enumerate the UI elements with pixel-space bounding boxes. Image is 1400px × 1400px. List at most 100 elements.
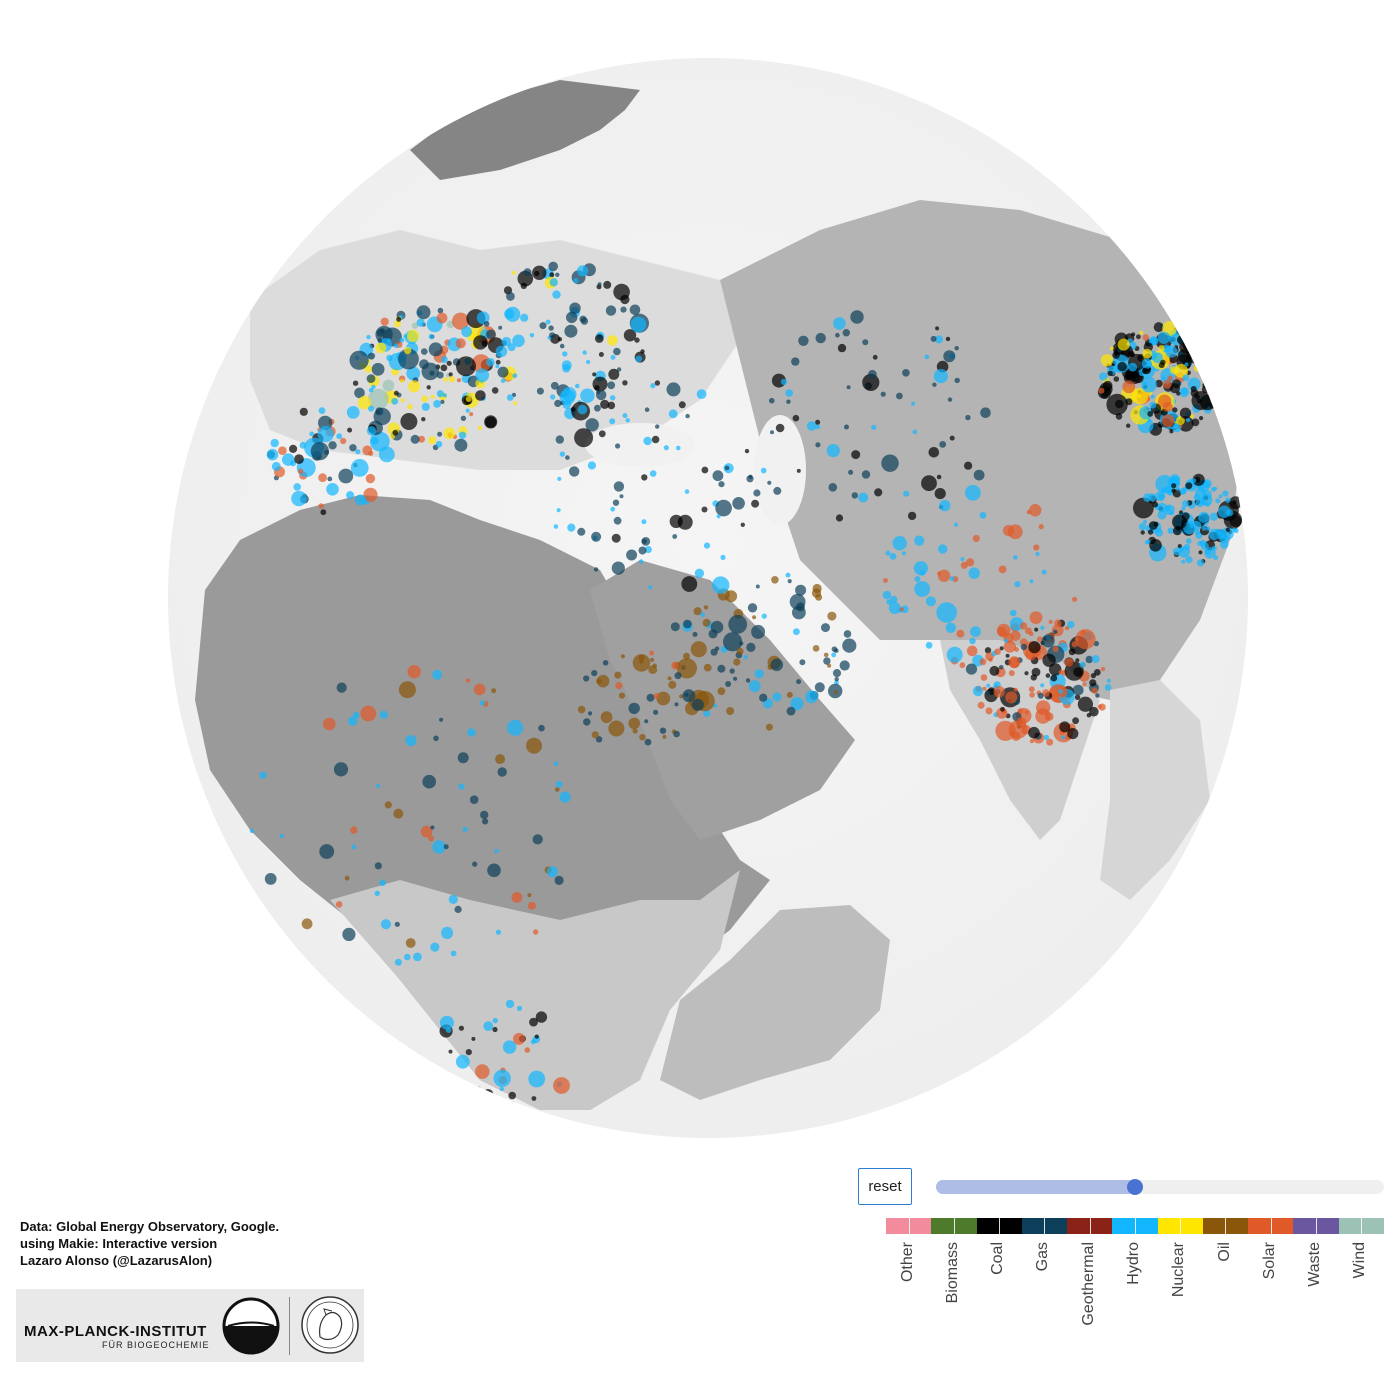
power-plant-marker: [549, 332, 556, 339]
power-plant-marker: [323, 717, 336, 731]
power-plant-marker: [977, 701, 985, 709]
power-plant-marker: [610, 506, 616, 512]
power-plant-marker: [480, 810, 489, 820]
power-plant-marker: [960, 557, 965, 562]
zoom-slider[interactable]: [936, 1179, 1384, 1195]
power-plant-marker: [526, 737, 542, 754]
power-plant-marker: [1172, 514, 1187, 530]
power-plant-marker: [980, 674, 988, 681]
max-planck-logo: MAX-PLANCK-INSTITUT FÜR BIOGEOCHEMIE: [16, 1289, 364, 1362]
power-plant-marker: [1050, 674, 1058, 682]
power-plant-marker: [634, 337, 640, 343]
power-plant-marker: [569, 302, 581, 314]
power-plant-marker: [821, 623, 830, 633]
credits: Data: Global Energy Observatory, Google.…: [20, 1218, 279, 1269]
power-plant-marker: [806, 421, 817, 431]
power-plant-marker: [683, 619, 692, 629]
power-plant-marker: [773, 486, 782, 495]
power-plant-marker: [270, 438, 279, 448]
power-plant-marker: [586, 359, 591, 365]
power-plant-marker: [1148, 336, 1158, 346]
slider-thumb[interactable]: [1127, 1179, 1144, 1195]
power-plant-marker: [368, 387, 374, 393]
power-plant-marker: [1155, 379, 1163, 388]
power-plant-marker: [659, 727, 667, 734]
power-plant-marker: [833, 690, 838, 695]
power-plant-marker: [1074, 694, 1081, 700]
globe-map[interactable]: [0, 0, 1400, 1150]
legend-swatch-geothermal: [1067, 1218, 1113, 1234]
power-plant-marker: [595, 334, 604, 343]
power-plant-marker: [805, 690, 818, 704]
power-plant-marker: [1128, 362, 1138, 372]
minerva-seal-icon: [301, 1296, 359, 1354]
power-plant-marker: [880, 391, 886, 397]
power-plant-marker: [1093, 669, 1101, 676]
reset-button[interactable]: reset: [858, 1168, 912, 1205]
power-plant-marker: [352, 380, 359, 386]
landmass-south-island: [660, 905, 890, 1100]
energy-type-legend: Other Biomass Coal Gas Geothermal Hydro Nuclea…: [886, 1218, 1384, 1338]
power-plant-marker: [1097, 704, 1103, 709]
power-plant-marker: [619, 494, 624, 499]
power-plant-marker: [850, 310, 864, 324]
power-plant-marker: [340, 437, 347, 445]
power-plant-marker: [1157, 331, 1171, 344]
power-plant-marker: [835, 332, 840, 338]
power-plant-marker: [375, 342, 387, 354]
power-plant-marker: [798, 335, 809, 346]
power-plant-marker: [598, 352, 604, 357]
power-plant-marker: [1095, 693, 1100, 698]
power-plant-marker: [465, 408, 470, 413]
power-plant-marker: [1196, 559, 1205, 567]
power-plant-marker: [1154, 528, 1164, 537]
power-plant-marker: [889, 595, 898, 604]
power-plant-marker: [357, 395, 372, 410]
power-plant-marker: [844, 424, 849, 430]
power-plant-marker: [1208, 528, 1221, 541]
power-plant-marker: [366, 426, 377, 436]
power-plant-marker: [532, 834, 543, 845]
power-plant-marker: [585, 418, 599, 432]
power-plant-marker: [795, 584, 807, 596]
power-plant-marker: [1008, 670, 1015, 677]
power-plant-marker: [622, 380, 628, 386]
power-plant-marker: [555, 780, 563, 788]
power-plant-marker: [430, 942, 440, 952]
power-plant-marker: [1044, 712, 1054, 721]
power-plant-marker: [469, 795, 479, 804]
power-plant-marker: [471, 354, 491, 373]
power-plant-marker: [452, 312, 470, 330]
power-plant-marker: [1202, 382, 1209, 389]
power-plant-marker: [999, 646, 1004, 651]
power-plant-marker: [641, 519, 647, 525]
power-plant-marker: [507, 343, 516, 352]
power-plant-marker: [349, 350, 369, 370]
power-plant-marker: [1003, 640, 1017, 653]
power-plant-marker: [998, 565, 1007, 574]
power-plant-marker: [767, 480, 772, 485]
power-plant-marker: [814, 682, 825, 693]
power-plant-marker: [505, 999, 515, 1009]
power-plant-marker: [796, 679, 802, 685]
power-plant-marker: [761, 613, 767, 619]
power-plant-marker: [1028, 686, 1035, 693]
power-plant-marker: [748, 680, 761, 693]
power-plant-marker: [464, 1110, 475, 1121]
power-plant-marker: [839, 660, 850, 671]
power-plant-marker: [949, 435, 955, 441]
power-plant-marker: [333, 762, 349, 777]
power-plant-marker: [993, 686, 1005, 698]
power-plant-marker: [534, 1034, 539, 1039]
legend-label-hydro: Hydro: [1125, 1242, 1142, 1285]
power-plant-marker: [620, 654, 626, 659]
power-plant-marker: [455, 338, 466, 349]
power-plant-marker: [597, 282, 602, 287]
power-plant-marker: [938, 544, 948, 554]
power-plant-marker: [760, 467, 767, 474]
power-plant-marker: [924, 354, 930, 360]
power-plant-marker: [502, 1040, 517, 1054]
power-plant-marker: [520, 313, 529, 322]
power-plant-marker: [559, 389, 576, 406]
power-plant-marker: [1052, 646, 1059, 653]
